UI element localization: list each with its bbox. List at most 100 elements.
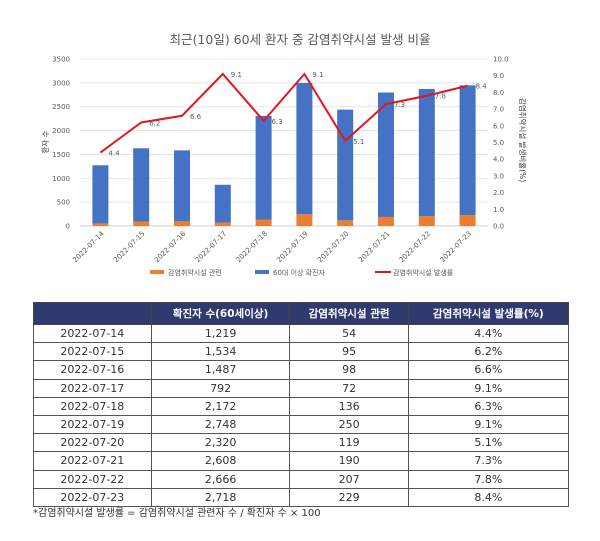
table-row: 2022-07-21 2,608 190 7.3%: [33, 451, 570, 471]
table-cell: 2022-07-18: [33, 396, 152, 416]
y-tick-label: 3500: [52, 56, 70, 64]
y2-tick-label: 2.0: [493, 189, 504, 197]
table-row: 2022-07-23 2,718 229 8.4%: [33, 487, 570, 507]
table-cell: 2022-07-15: [33, 342, 152, 362]
bar-facility: [459, 215, 476, 226]
table-cell: 5.1%: [407, 433, 570, 453]
table-cell: 6.6%: [407, 360, 570, 380]
table-cell: 1,487: [150, 360, 291, 380]
rate-data-label: 6.6: [190, 113, 202, 121]
bar-facility: [214, 222, 231, 226]
rate-data-label: 9.1: [231, 71, 242, 79]
bar-confirmed: [214, 184, 231, 223]
y-tick-label: 500: [57, 199, 70, 207]
table-cell: 1,534: [150, 342, 291, 362]
bar-facility: [337, 220, 354, 226]
column-header: 감염취약시설 관련: [289, 302, 409, 325]
bar-confirmed: [337, 109, 354, 221]
table-cell: 2,608: [150, 451, 291, 471]
table-cell: 2022-07-16: [33, 360, 152, 380]
table-row: 2022-07-14 1,219 54 4.4%: [33, 323, 570, 344]
rate-line: [99, 72, 468, 154]
table-cell: 95: [289, 342, 409, 362]
bar-facility: [133, 221, 150, 226]
y2-tick-label: 10.0: [493, 56, 509, 64]
bar-facility: [296, 214, 313, 226]
x-tick-label: 2022-07-17: [194, 230, 228, 264]
table-cell: 54: [289, 323, 409, 344]
y2-tick-label: 3.0: [493, 172, 504, 180]
table-cell: 190: [289, 451, 409, 471]
bar-confirmed: [255, 115, 272, 220]
combo-chart: 최근(10일) 60세 환자 중 감염취약시설 발생 비율 환자 수 감염취약시…: [40, 32, 528, 277]
table-cell: 6.2%: [407, 342, 570, 362]
x-tick-label: 2022-07-21: [357, 230, 391, 264]
bar-confirmed: [418, 88, 435, 217]
table-cell: 7.3%: [407, 451, 570, 471]
rate-data-label: 6.2: [149, 119, 160, 127]
table-cell: 1,219: [150, 323, 291, 344]
table-cell: 2022-07-22: [33, 469, 152, 489]
legend-label: 감염취약시설 관련: [168, 268, 222, 277]
table-row: 2022-07-17 792 72 9.1%: [33, 378, 570, 398]
column-header: 확진자 수(60세이상): [150, 302, 291, 325]
bar-confirmed: [459, 85, 476, 216]
table-cell: 9.1%: [407, 414, 570, 435]
table-cell: 72: [289, 378, 409, 398]
x-tick-label: 2022-07-18: [235, 230, 269, 264]
table-cell: 2,666: [150, 469, 291, 489]
table-cell: 98: [289, 360, 409, 380]
legend-label: 60대 이상 확진자: [273, 268, 326, 277]
legend-label: 감염취약시설 발생률: [393, 268, 454, 277]
y-tick-label: 0: [66, 223, 70, 231]
table-cell: 119: [289, 433, 409, 453]
x-tick-label: 2022-07-16: [153, 229, 188, 264]
x-tick-label: 2022-07-23: [439, 230, 473, 264]
table-cell: 6.3%: [407, 396, 570, 416]
rate-data-label: 8.4: [476, 83, 488, 91]
rate-data-label: 7.8: [435, 93, 446, 101]
table-cell: 2022-07-14: [33, 323, 152, 344]
bar-facility: [378, 216, 394, 226]
bar-confirmed: [378, 92, 394, 217]
bar-facility: [92, 223, 109, 226]
table-cell: 2,172: [150, 396, 291, 416]
y-tick-label: 1000: [52, 175, 70, 183]
table-cell: 229: [289, 487, 409, 507]
bar-facility: [255, 219, 272, 226]
bar-confirmed: [92, 165, 109, 224]
y-tick-label: 2000: [52, 127, 70, 135]
bar-confirmed: [174, 150, 190, 222]
legend-swatch: [150, 270, 164, 274]
x-tick-label: 2022-07-20: [316, 230, 350, 264]
bar-facility: [174, 221, 190, 226]
column-header: 감염취약시설 발생률(%): [407, 302, 570, 325]
rate-data-label: 6.3: [272, 118, 283, 126]
y2-tick-label: 1.0: [493, 206, 504, 214]
data-table: 확진자 수(60세이상) 감염취약시설 관련 감염취약시설 발생률(%) 2022-…: [33, 302, 570, 507]
y2-tick-label: 6.0: [493, 122, 504, 130]
rate-data-label: 9.1: [312, 71, 323, 79]
table-cell: 2022-07-21: [33, 451, 152, 471]
table-cell: 2022-07-17: [33, 378, 152, 398]
y-tick-label: 2500: [52, 103, 70, 111]
table-row: 2022-07-20 2,320 119 5.1%: [33, 433, 570, 453]
table-cell: 4.4%: [407, 323, 570, 344]
y2-tick-label: 5.0: [493, 139, 504, 147]
table-cell: 250: [289, 414, 409, 435]
x-tick-label: 2022-07-22: [398, 230, 432, 264]
table-cell: 2022-07-20: [33, 433, 152, 453]
chart-title: 최근(10일) 60세 환자 중 감염취약시설 발생 비율: [170, 32, 431, 47]
bar-confirmed: [133, 148, 150, 222]
rate-data-label: 7.3: [394, 101, 405, 109]
table-cell: 2022-07-19: [33, 414, 152, 435]
y-tick-label: 1500: [52, 151, 70, 159]
x-tick-label: 2022-07-14: [71, 229, 106, 264]
rate-data-label: 5.1: [353, 138, 364, 146]
table-cell: 136: [289, 396, 409, 416]
x-tick-label: 2022-07-19: [275, 230, 309, 264]
y-axis-label: 환자 수: [40, 130, 50, 153]
y2-tick-label: 8.0: [493, 89, 504, 97]
bar-confirmed: [296, 82, 313, 215]
table-cell: 8.4%: [407, 487, 570, 507]
